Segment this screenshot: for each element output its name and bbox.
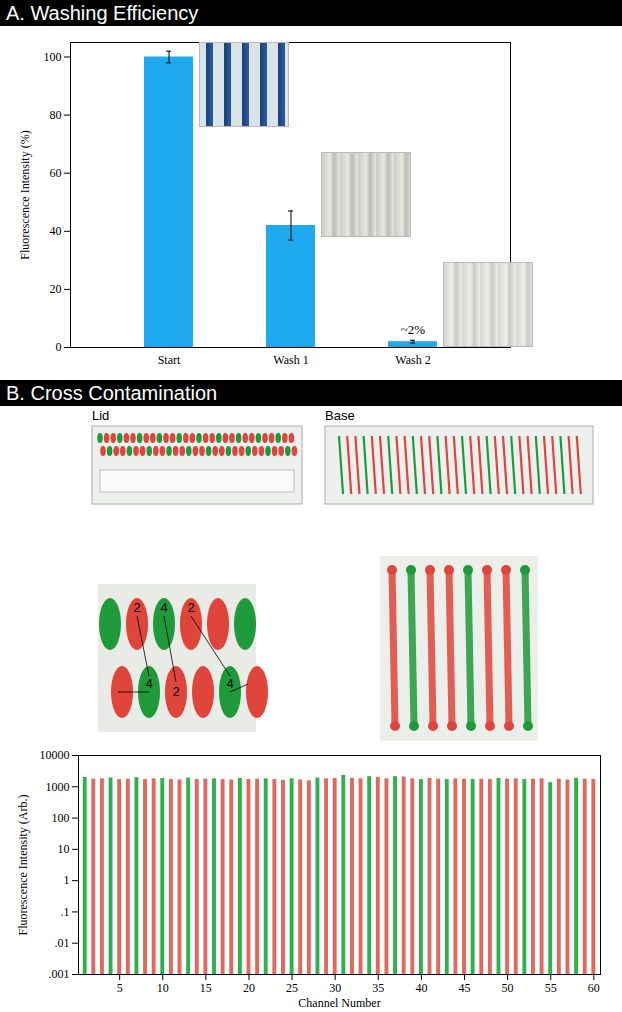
- svg-text:~2%: ~2%: [401, 322, 426, 337]
- svg-text:60: 60: [588, 981, 600, 995]
- svg-text:Channel Number: Channel Number: [298, 996, 380, 1010]
- svg-text:50: 50: [502, 981, 514, 995]
- html-text:B. Cross Contamination: B. Cross Contamination: [6, 382, 218, 404]
- svg-text:Wash 1: Wash 1: [273, 353, 308, 367]
- svg-text:20: 20: [50, 282, 62, 296]
- svg-text:Fluorescence Intensity (%): Fluorescence Intensity (%): [18, 130, 32, 259]
- svg-text:4: 4: [226, 676, 233, 691]
- svg-text:Wash 2: Wash 2: [395, 353, 430, 367]
- svg-text:2: 2: [172, 684, 179, 699]
- svg-text:100: 100: [52, 811, 70, 825]
- svg-text:80: 80: [50, 108, 62, 122]
- svg-text:2: 2: [187, 600, 194, 615]
- svg-text:.01: .01: [55, 936, 70, 950]
- svg-text:0: 0: [56, 340, 62, 354]
- svg-text:2: 2: [133, 600, 140, 615]
- html-text:A. Washing Efficiency: A. Washing Efficiency: [6, 2, 199, 24]
- svg-text:10: 10: [157, 981, 169, 995]
- svg-text:Start: Start: [158, 353, 181, 367]
- svg-text:5: 5: [117, 981, 123, 995]
- svg-text:40: 40: [415, 981, 427, 995]
- svg-text:4: 4: [160, 600, 167, 615]
- svg-text:25: 25: [286, 981, 298, 995]
- svg-text:60: 60: [50, 166, 62, 180]
- svg-text:4: 4: [145, 676, 152, 691]
- svg-text:10: 10: [58, 842, 70, 856]
- svg-text:40: 40: [50, 224, 62, 238]
- svg-text:1000: 1000: [46, 780, 70, 794]
- svg-text:15: 15: [200, 981, 212, 995]
- svg-text:Fluorescence Intensity (Arb.): Fluorescence Intensity (Arb.): [16, 795, 30, 936]
- html-text:Base: Base: [325, 408, 355, 423]
- svg-text:20: 20: [243, 981, 255, 995]
- svg-text:100: 100: [44, 50, 62, 64]
- svg-text:55: 55: [545, 981, 557, 995]
- svg-text:10000: 10000: [40, 748, 70, 762]
- html-text:Lid: Lid: [92, 408, 110, 423]
- svg-text:35: 35: [372, 981, 384, 995]
- svg-text:1: 1: [64, 873, 70, 887]
- svg-text:.001: .001: [49, 967, 70, 981]
- svg-text:45: 45: [459, 981, 471, 995]
- svg-text:.1: .1: [61, 905, 70, 919]
- svg-text:30: 30: [329, 981, 341, 995]
